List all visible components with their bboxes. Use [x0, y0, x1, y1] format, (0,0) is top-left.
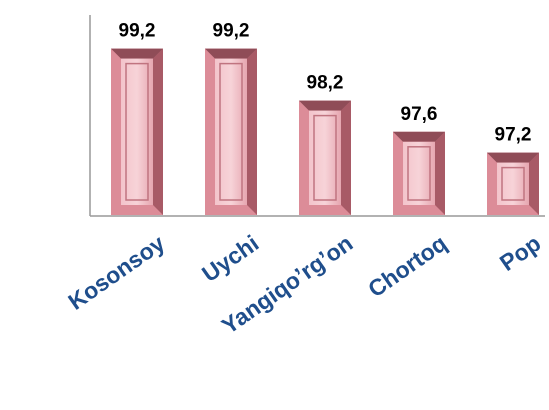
bar-bevel	[435, 131, 445, 215]
value-label: 97,2	[495, 125, 532, 146]
x-tick-label: Kosonsoy	[63, 230, 169, 315]
bar-inset	[313, 114, 337, 201]
value-label: 98,2	[307, 73, 344, 94]
x-tick-label: Uychi	[197, 230, 263, 287]
bar-inset	[501, 166, 525, 201]
bar-bevel	[529, 152, 539, 215]
bar-inset	[219, 62, 243, 201]
value-label: 99,2	[119, 21, 156, 42]
x-tick-label: Chortoq	[363, 230, 451, 303]
bar-inset	[407, 146, 431, 201]
value-label: 97,6	[401, 104, 438, 125]
bar-bevel	[299, 100, 351, 111]
bar-inset	[125, 62, 149, 201]
bar-bevel	[341, 100, 351, 215]
bar-bevel	[247, 48, 257, 215]
bar-bevel	[153, 48, 163, 215]
bar-bevel	[111, 48, 163, 59]
bar-bevel	[487, 152, 539, 163]
x-tick-label: Pop	[495, 230, 546, 276]
bar-bevel	[393, 131, 445, 142]
value-label: 99,2	[213, 21, 250, 42]
bar-bevel	[205, 48, 257, 59]
